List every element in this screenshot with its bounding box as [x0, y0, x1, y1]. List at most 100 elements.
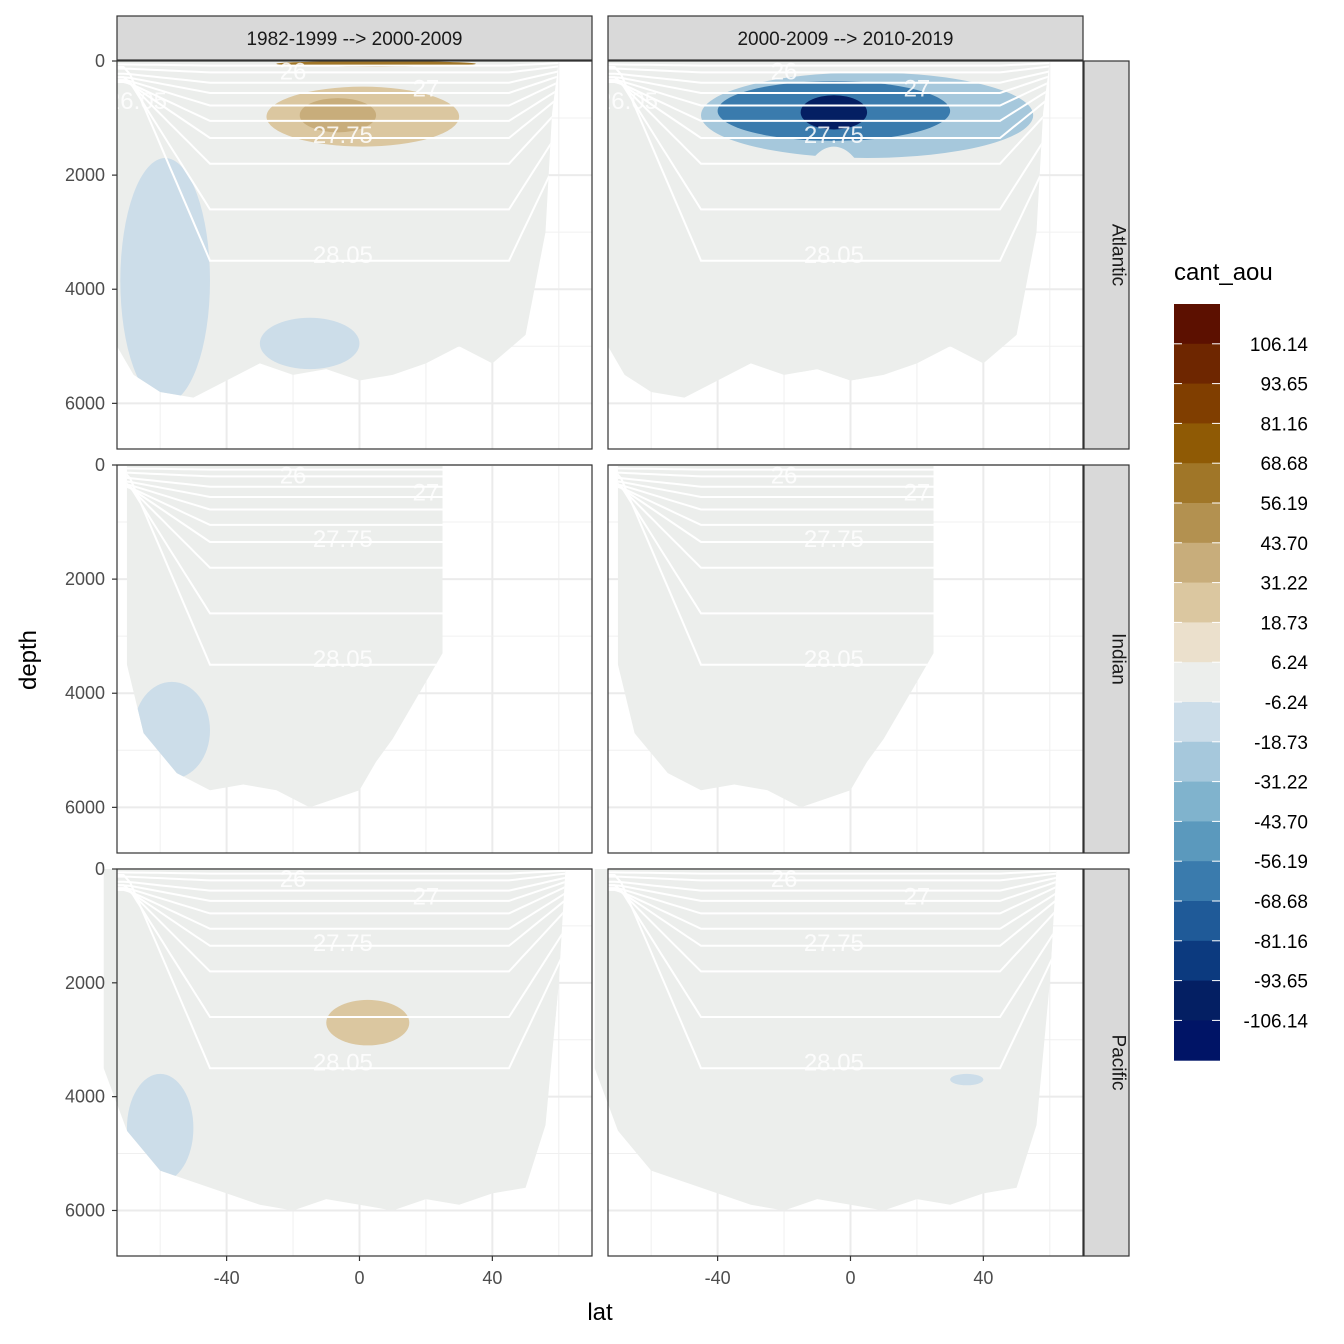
column-strip-label: 1982-1999 --> 2000-2009: [246, 29, 462, 50]
legend: cant_aou 106.14 93.65 81.16 68.68 56.19 43.70…: [1174, 259, 1308, 1061]
legend-swatch: [1174, 901, 1220, 942]
y-tick-label: 6000: [65, 1200, 105, 1220]
contour-labels: 26 27 27.75 28.05: [771, 462, 931, 673]
contour-label: 26: [771, 58, 798, 85]
density-contour-line: [608, 80, 1050, 139]
legend-label: -93.65: [1254, 972, 1308, 993]
panel-border: [607, 60, 1084, 450]
density-contour-line: [117, 73, 559, 107]
density-contour-line: [117, 66, 559, 84]
density-contour-line: [117, 869, 566, 875]
density-contour-line: [617, 482, 934, 526]
density-contour-line: [117, 884, 566, 1018]
row-strip: [1083, 60, 1130, 450]
density-contour-line: [117, 887, 566, 973]
density-contours: [617, 465, 934, 666]
legend-label: 18.73: [1260, 613, 1308, 634]
legend-swatch: [1174, 861, 1220, 902]
density-contour-line: [608, 888, 1057, 947]
contour-label: 26: [280, 58, 307, 85]
legend-swatch: [1174, 622, 1220, 663]
panel-atlantic-2: 26 27 27.75 28.05 26.05: [598, 58, 1084, 450]
density-contour-line: [126, 465, 443, 471]
density-contour-line: [608, 871, 1057, 882]
cant-anomaly-patch: [326, 999, 410, 1046]
legend-label: 6.24: [1271, 653, 1308, 674]
anomaly-layer: [120, 61, 476, 398]
panel-border: [116, 868, 593, 1257]
density-contour-line: [617, 484, 934, 543]
contour-label: 27.75: [804, 122, 864, 149]
density-contour-line: [608, 885, 1057, 930]
y-tick-label: 2000: [65, 569, 105, 589]
x-tick-label: 0: [845, 1268, 855, 1288]
legend-label: 93.65: [1260, 375, 1308, 396]
density-contour-line: [617, 470, 934, 488]
density-contour-line: [617, 483, 934, 569]
row-strip: [1083, 464, 1130, 854]
contour-label: 28.05: [804, 646, 864, 673]
y-tick-label: 0: [95, 455, 105, 475]
density-contour-line: [608, 881, 1057, 915]
y-tick-label: 0: [95, 51, 105, 71]
cant-anomaly-patch: [950, 1073, 984, 1086]
contour-label: 26: [280, 866, 307, 893]
density-contour-line: [117, 66, 559, 262]
density-contour-line: [617, 480, 934, 615]
column-strip: [607, 15, 1084, 61]
legend-swatch: [1174, 781, 1220, 822]
density-contour-line: [608, 66, 1050, 84]
contour-label: 26: [280, 462, 307, 489]
cant-anomaly-patch: [299, 98, 377, 133]
ocean-section: [117, 61, 559, 398]
panel-pacific-1: 26 27 27.75 28.05: [103, 866, 593, 1257]
contour-labels: 26 27 27.75 28.05: [280, 866, 440, 1076]
density-contours: [117, 61, 559, 262]
density-contours: [608, 869, 1057, 1070]
cant-anomaly-patch: [634, 135, 718, 290]
legend-swatch: [1174, 503, 1220, 544]
legend-label: 68.68: [1260, 454, 1308, 475]
density-contour-line: [117, 881, 566, 915]
contour-label: 28.05: [804, 1050, 864, 1077]
contour-label: 26: [771, 462, 798, 489]
panel-border: [116, 60, 593, 450]
x-axis-title: lat: [587, 1299, 613, 1326]
row-strip-label: Pacific: [1108, 1035, 1129, 1091]
panel-indian-2: 26 27 27.75 28.05: [607, 462, 1084, 854]
contour-label: 27: [413, 75, 440, 102]
panel-indian-1: 26 27 27.75 28.05: [116, 462, 593, 854]
y-tick-label: 2000: [65, 973, 105, 993]
column-strip-label: 2000-2009 --> 2010-2019: [737, 29, 953, 50]
panel-atlantic-1: 26 27 27.75 28.05 26.05: [107, 58, 593, 450]
contour-label: 27: [904, 75, 931, 102]
x-tick-label: -40: [705, 1268, 731, 1288]
legend-swatch: [1174, 542, 1220, 584]
legend-swatch: [1174, 304, 1220, 345]
legend-swatch: [1174, 383, 1220, 424]
density-contour-line: [608, 79, 1050, 165]
contour-labels: 26 27 27.75 28.05: [280, 462, 440, 673]
legend-swatch: [1174, 463, 1220, 504]
legend-label: -81.16: [1254, 932, 1308, 953]
density-contour-line: [608, 887, 1057, 973]
density-contour-line: [117, 80, 559, 139]
density-contour-line: [117, 76, 559, 211]
density-contour-line: [608, 69, 1050, 94]
row-strip-label: Atlantic: [1108, 224, 1129, 286]
density-contour-line: [608, 61, 1050, 67]
legend-swatch: [1174, 582, 1220, 623]
y-tick-label: 4000: [65, 279, 105, 299]
contour-label: 26: [771, 866, 798, 893]
legend-swatch: [1174, 741, 1220, 783]
y-tick-label: 0: [95, 859, 105, 879]
legend-label: 81.16: [1260, 414, 1308, 435]
row-strip-label: Indian: [1108, 633, 1129, 685]
density-contour-line: [126, 477, 443, 511]
legend-label: 31.22: [1260, 574, 1308, 595]
density-contour-line: [117, 874, 566, 1070]
contour-label: 28.05: [313, 646, 373, 673]
cant-anomaly-patch: [359, 522, 443, 660]
density-contour-line: [117, 78, 559, 122]
contour-label: 27.75: [313, 122, 373, 149]
